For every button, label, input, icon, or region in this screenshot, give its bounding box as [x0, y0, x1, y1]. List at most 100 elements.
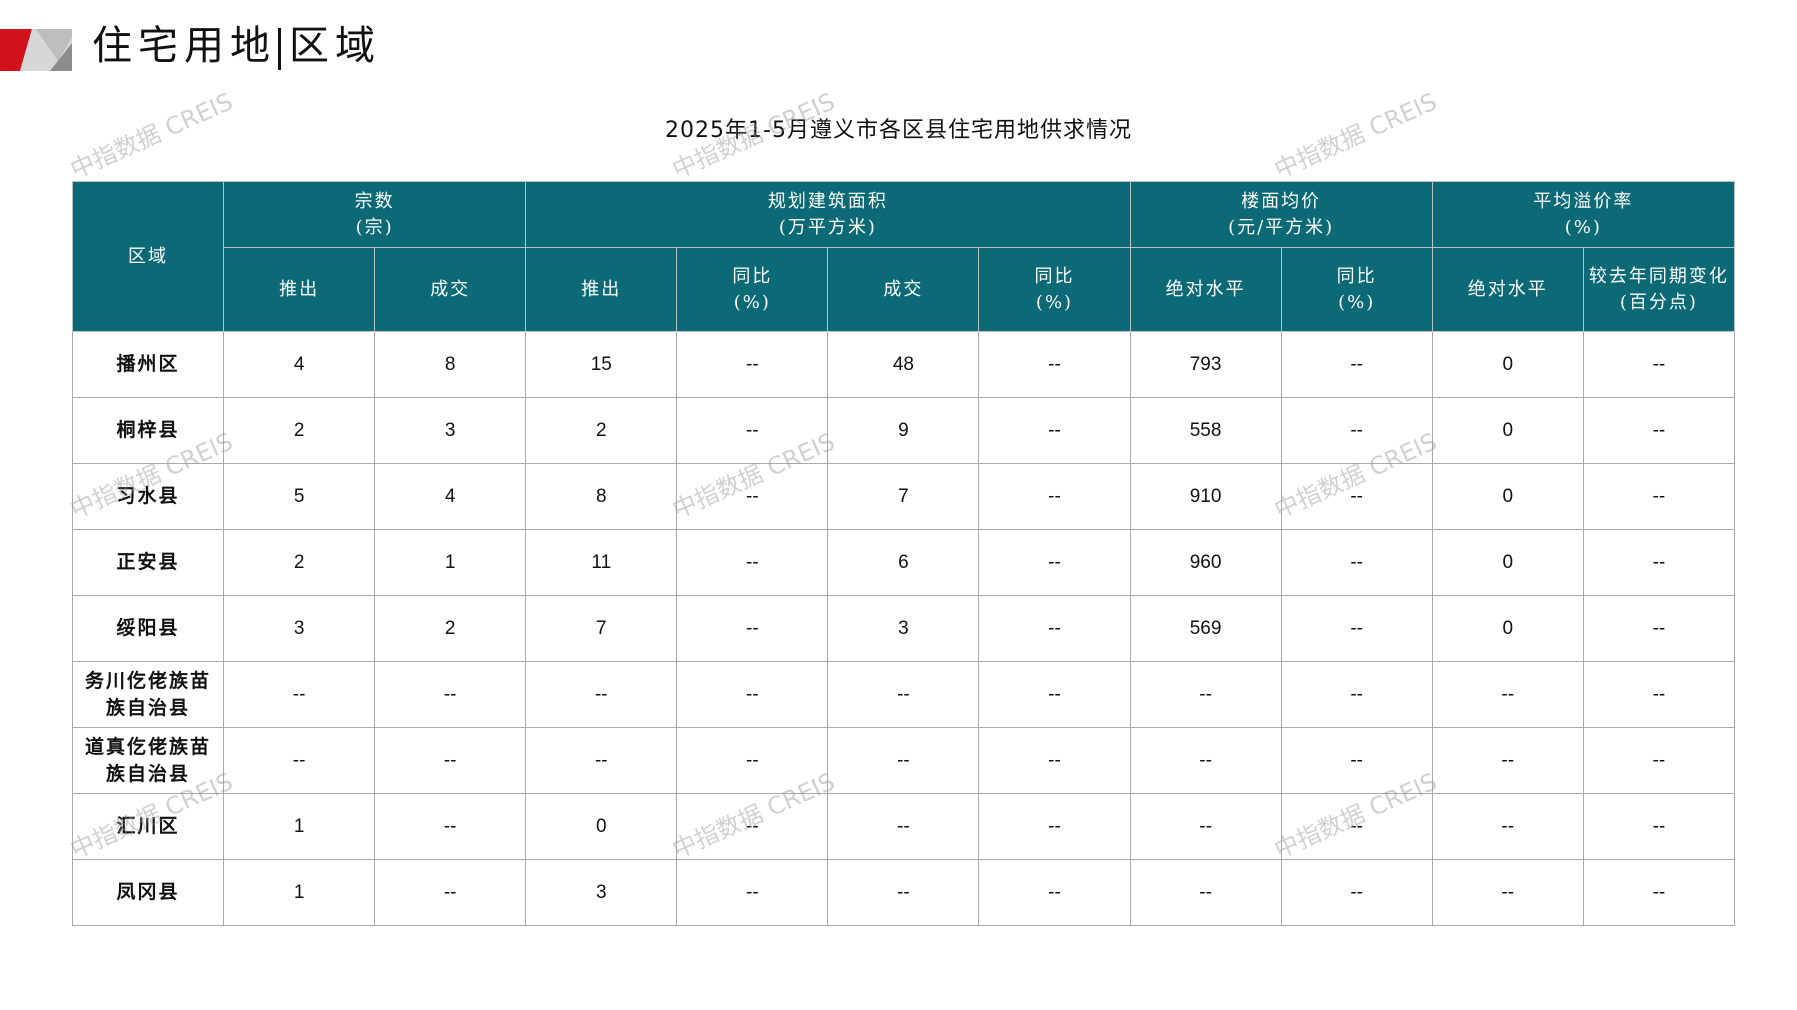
- value-cell: --: [374, 793, 527, 860]
- value-cell: 0: [1431, 397, 1584, 464]
- value-cell: --: [1280, 463, 1433, 530]
- value-cell: --: [1280, 397, 1433, 464]
- header-sub: 同比 (%): [676, 247, 829, 332]
- value-cell: 793: [1129, 331, 1282, 398]
- header-region: 区域: [71, 181, 225, 332]
- value-cell: 960: [1129, 529, 1282, 596]
- value-cell: 0: [1431, 529, 1584, 596]
- region-cell: 务川仡佬族苗族自治县: [71, 661, 225, 728]
- value-cell: --: [1129, 661, 1282, 728]
- table-row: 凤冈县 1 -- 3 -- -- -- -- -- -- --: [71, 859, 1736, 926]
- value-cell: 4: [374, 463, 527, 530]
- value-cell: --: [525, 727, 678, 794]
- value-cell: 3: [223, 595, 376, 662]
- table-row: 绥阳县 3 2 7 -- 3 -- 569 -- 0 --: [71, 595, 1736, 662]
- value-cell: --: [1280, 529, 1433, 596]
- value-cell: 1: [223, 793, 376, 860]
- value-cell: --: [978, 859, 1131, 926]
- value-cell: --: [1582, 463, 1736, 530]
- value-cell: --: [1280, 661, 1433, 728]
- value-cell: --: [1582, 397, 1736, 464]
- header-group: 宗数 (宗): [223, 181, 527, 248]
- value-cell: --: [676, 463, 829, 530]
- value-cell: 0: [1431, 331, 1584, 398]
- value-cell: 5: [223, 463, 376, 530]
- value-cell: --: [1582, 727, 1736, 794]
- value-cell: --: [827, 661, 980, 728]
- value-cell: 8: [525, 463, 678, 530]
- value-cell: 2: [374, 595, 527, 662]
- value-cell: --: [978, 661, 1131, 728]
- table-row: 播州区 4 8 15 -- 48 -- 793 -- 0 --: [71, 331, 1736, 398]
- value-cell: 3: [374, 397, 527, 464]
- value-cell: --: [978, 529, 1131, 596]
- value-cell: --: [1280, 727, 1433, 794]
- value-cell: 1: [223, 859, 376, 926]
- value-cell: 9: [827, 397, 980, 464]
- region-cell: 凤冈县: [71, 859, 225, 926]
- value-cell: 2: [223, 397, 376, 464]
- value-cell: --: [1280, 595, 1433, 662]
- value-cell: 910: [1129, 463, 1282, 530]
- value-cell: --: [676, 331, 829, 398]
- value-cell: 2: [525, 397, 678, 464]
- page-subtitle: 区域: [289, 23, 381, 69]
- region-cell: 道真仡佬族苗族自治县: [71, 727, 225, 794]
- value-cell: --: [1582, 859, 1736, 926]
- value-cell: 3: [827, 595, 980, 662]
- region-cell: 桐梓县: [71, 397, 225, 464]
- title-divider: [278, 28, 281, 70]
- region-cell: 正安县: [71, 529, 225, 596]
- value-cell: --: [827, 859, 980, 926]
- value-cell: --: [1129, 793, 1282, 860]
- value-cell: --: [676, 397, 829, 464]
- value-cell: --: [676, 859, 829, 926]
- table-row: 道真仡佬族苗族自治县 -- -- -- -- -- -- -- -- -- --: [71, 727, 1736, 794]
- table-row: 汇川区 1 -- 0 -- -- -- -- -- -- --: [71, 793, 1736, 860]
- value-cell: 15: [525, 331, 678, 398]
- value-cell: --: [827, 793, 980, 860]
- header-sub: 推出: [223, 247, 376, 332]
- region-cell: 汇川区: [71, 793, 225, 860]
- value-cell: --: [978, 727, 1131, 794]
- value-cell: --: [223, 661, 376, 728]
- header-sub: 较去年同期变化 (百分点): [1582, 247, 1736, 332]
- value-cell: 48: [827, 331, 980, 398]
- value-cell: --: [1280, 331, 1433, 398]
- brand-logo-icon: [0, 29, 72, 71]
- value-cell: --: [676, 793, 829, 860]
- value-cell: --: [978, 397, 1131, 464]
- value-cell: --: [1280, 793, 1433, 860]
- page-header: 住宅用地 区域: [92, 20, 381, 72]
- value-cell: 1: [374, 529, 527, 596]
- value-cell: --: [1582, 331, 1736, 398]
- value-cell: --: [1431, 859, 1584, 926]
- supply-demand-table: 区域 宗数 (宗) 规划建筑面积 (万平方米) 楼面均价 (元/平方米) 平均溢价率(…: [71, 181, 1736, 926]
- value-cell: --: [374, 727, 527, 794]
- value-cell: 7: [525, 595, 678, 662]
- value-cell: --: [978, 793, 1131, 860]
- value-cell: 569: [1129, 595, 1282, 662]
- region-cell: 绥阳县: [71, 595, 225, 662]
- header-sub: 推出: [525, 247, 678, 332]
- value-cell: --: [978, 331, 1131, 398]
- value-cell: --: [1431, 727, 1584, 794]
- table-row: 习水县 5 4 8 -- 7 -- 910 -- 0 --: [71, 463, 1736, 530]
- header-sub: 绝对水平: [1431, 247, 1584, 332]
- value-cell: --: [676, 529, 829, 596]
- value-cell: 4: [223, 331, 376, 398]
- header-group: 平均溢价率 (%): [1431, 181, 1736, 248]
- value-cell: --: [1280, 859, 1433, 926]
- value-cell: --: [1129, 727, 1282, 794]
- value-cell: 0: [525, 793, 678, 860]
- header-sub: 同比 (%): [978, 247, 1131, 332]
- value-cell: --: [676, 727, 829, 794]
- header-sub: 同比 (%): [1280, 247, 1433, 332]
- value-cell: --: [525, 661, 678, 728]
- region-cell: 播州区: [71, 331, 225, 398]
- value-cell: --: [676, 661, 829, 728]
- value-cell: --: [1431, 793, 1584, 860]
- value-cell: 6: [827, 529, 980, 596]
- value-cell: --: [374, 859, 527, 926]
- value-cell: --: [978, 463, 1131, 530]
